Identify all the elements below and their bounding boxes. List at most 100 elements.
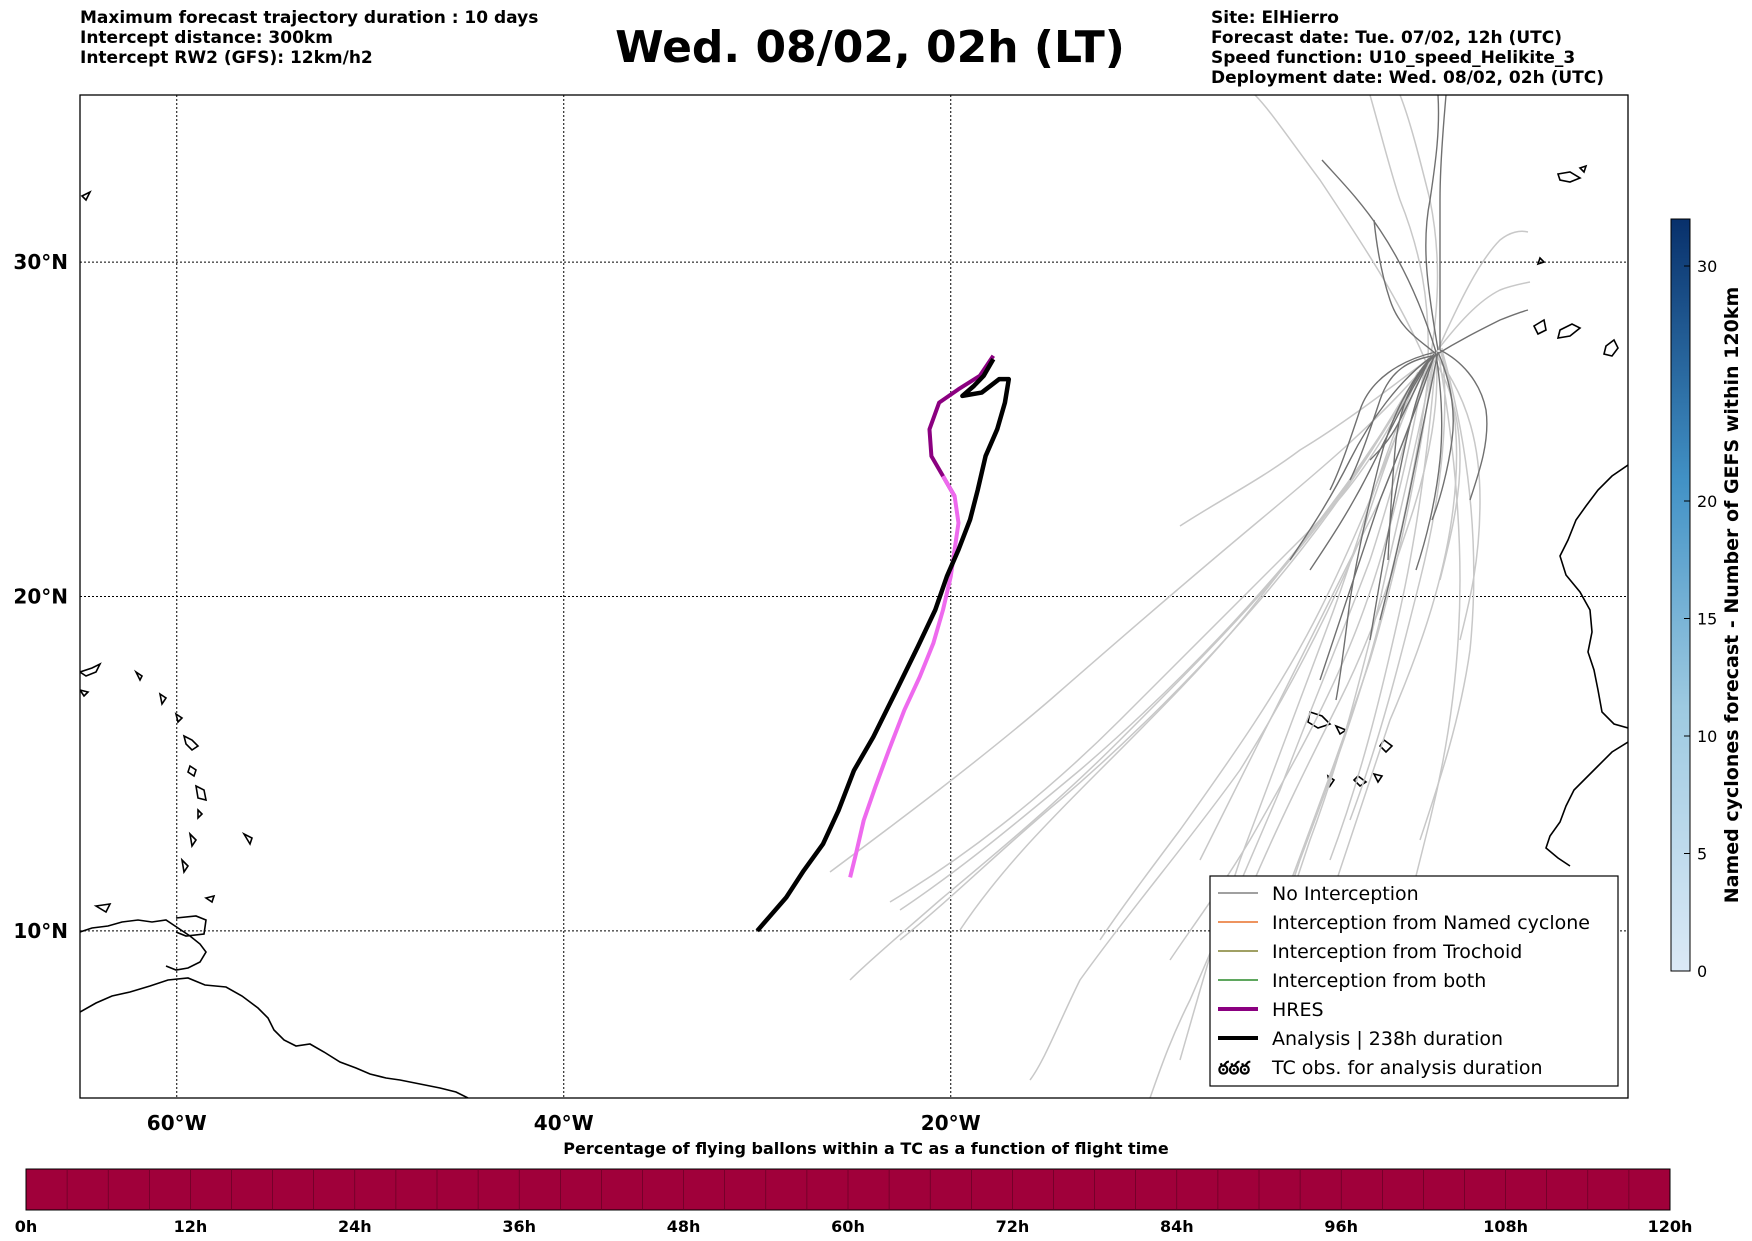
ensemble-trajectory — [1029, 359, 1429, 1081]
header-left-line: Intercept distance: 300km — [80, 28, 333, 48]
colorbar-bottom-tick-label: 120h — [1648, 1217, 1693, 1236]
ensemble-trajectory — [1373, 219, 1437, 355]
header-right: Site: ElHierro Forecast date: Tue. 07/02… — [1211, 8, 1604, 88]
header-right-line: Speed function: U10_speed_Helikite_3 — [1211, 48, 1576, 68]
ensemble-trajectory — [1439, 349, 1488, 501]
colorbar-bottom-tick-label: 0h — [15, 1217, 38, 1236]
ensemble-trajectory — [1329, 355, 1437, 861]
lat-label: 10°N — [13, 919, 68, 943]
ensemble-trajectory — [849, 365, 1425, 981]
legend-label: Interception from Named cyclone — [1272, 912, 1590, 934]
colorbar-bottom-tick-label: 12h — [174, 1217, 208, 1236]
coastline-madeira — [1556, 171, 1582, 183]
coastline-west-africa — [1559, 464, 1628, 729]
trajectories-no-interception-light — [829, 95, 1531, 1098]
coastline-cape-verde-4 — [1352, 774, 1368, 788]
ensemble-trajectory — [829, 359, 1431, 873]
latitude-labels: 30°N 20°N 10°N — [13, 250, 68, 943]
ensemble-trajectory — [1179, 351, 1439, 527]
lon-label: 20°W — [921, 1111, 981, 1135]
coastline-antilles-10 — [80, 662, 102, 677]
ensemble-trajectory — [1425, 95, 1440, 351]
legend-label: Interception from both — [1272, 970, 1486, 992]
ensemble-trajectory — [1429, 281, 1531, 361]
ensemble-trajectory — [1419, 349, 1475, 841]
coastline-cape-verde-2 — [1334, 724, 1348, 736]
colorbar-right-tick-label: 20 — [1697, 492, 1717, 511]
page-title: Wed. 08/02, 02h (LT) — [615, 22, 1125, 73]
ensemble-trajectory — [889, 369, 1421, 903]
legend-label: Analysis | 238h duration — [1272, 1028, 1503, 1050]
header-left-line: Intercept RW2 (GFS): 12km/h2 — [80, 48, 373, 68]
colorbar-right: 0 5 10 15 20 30 Named cyclones forecast - Num… — [1670, 218, 1743, 981]
colorbar-bottom-tick-label: 60h — [831, 1217, 865, 1236]
colorbar-right-tick-label: 10 — [1697, 727, 1717, 746]
ensemble-trajectory — [1399, 351, 1461, 941]
header-right-line: Deployment date: Wed. 08/02, 02h (UTC) — [1211, 68, 1605, 88]
ensemble-trajectory — [1319, 355, 1435, 681]
coastline-venezuela-north — [80, 919, 207, 971]
ensemble-trajectory — [1379, 351, 1439, 621]
colorbar-bottom-tick-label: 96h — [1324, 1217, 1358, 1236]
ensemble-trajectory — [1099, 365, 1425, 941]
coastline-canaries-2 — [1556, 323, 1582, 339]
ensemble-trajectory — [1149, 357, 1431, 1098]
header-left: Maximum forecast trajectory duration : 1… — [80, 8, 538, 68]
ensemble-trajectory — [899, 371, 1419, 941]
coastline-lesser-antilles-6 — [180, 857, 190, 875]
trajectories-no-interception-dark — [1289, 95, 1529, 701]
coastline-lesser-antilles-3 — [194, 784, 208, 802]
legend-label: Interception from Trochoid — [1272, 941, 1522, 963]
coastline-trinidad — [175, 915, 207, 937]
legend-box — [1209, 875, 1619, 1087]
ensemble-trajectory — [1435, 230, 1529, 355]
colorbar-bottom-tick-label: 108h — [1483, 1217, 1528, 1236]
colorbar-right-tick-label: 5 — [1697, 845, 1707, 864]
coastline-south-america — [80, 977, 469, 1098]
coastline-canaries-1 — [1536, 256, 1546, 266]
ensemble-trajectory — [1439, 95, 1447, 350]
hres-trajectory-tail — [848, 475, 961, 878]
ensemble-trajectory — [1415, 353, 1443, 571]
ensemble-trajectory — [1309, 355, 1433, 571]
ensemble-trajectory — [1329, 349, 1458, 901]
ensemble-trajectory — [1349, 347, 1446, 821]
coastline-lesser-antilles-2 — [187, 764, 197, 778]
colorbar-bottom-tick-label: 72h — [996, 1217, 1030, 1236]
legend-symbol: ఠఠఠ — [1218, 1058, 1251, 1079]
legend-label: TC obs. for analysis duration — [1271, 1057, 1543, 1079]
ensemble-trajectory — [1369, 357, 1431, 461]
colorbar-bottom-label: Percentage of flying ballons within a TC… — [563, 1139, 1169, 1158]
legend-label: No Interception — [1272, 883, 1419, 905]
coastlines — [80, 164, 1628, 1098]
lon-label: 40°W — [534, 1111, 594, 1135]
header-left-line: Maximum forecast trajectory duration : 1… — [80, 8, 539, 28]
longitude-labels: 60°W 40°W 20°W — [147, 1111, 981, 1135]
header-right-line: Site: ElHierro — [1211, 8, 1339, 28]
lat-label: 30°N — [13, 250, 68, 274]
coastline-antilles-11 — [80, 689, 90, 698]
colorbar-right-label: Named cyclones forecast - Number of GEFS… — [1721, 287, 1743, 904]
ensemble-trajectory — [1431, 351, 1454, 521]
header-right-line: Forecast date: Tue. 07/02, 12h (UTC) — [1211, 28, 1562, 48]
colorbar-bottom: Percentage of flying ballons within a TC… — [15, 1139, 1693, 1236]
coastline-lesser-antilles-5 — [188, 831, 198, 849]
ensemble-trajectory — [1329, 351, 1437, 491]
colorbar-bottom-tick-label: 84h — [1160, 1217, 1194, 1236]
colorbar-bottom-tick-label: 48h — [667, 1217, 701, 1236]
map-frame — [79, 94, 1629, 1099]
ensemble-trajectory — [1254, 95, 1427, 363]
coastline-lesser-antilles-1 — [182, 734, 200, 752]
ensemble-trajectory — [1433, 309, 1529, 357]
coastline-antilles-12 — [241, 832, 253, 846]
analysis-trajectory — [755, 357, 1012, 933]
coastline-lesser-antilles-7 — [133, 669, 144, 682]
colorbar-right-tick-label: 0 — [1697, 962, 1707, 981]
coastline-madeira-2 — [1578, 164, 1588, 174]
coastline-tobago — [204, 894, 216, 904]
coastline-cape-verde-6 — [1372, 772, 1384, 784]
ensemble-trajectory — [1387, 355, 1435, 561]
coastline-curacao — [93, 902, 112, 914]
ensemble-trajectory — [1289, 357, 1431, 561]
